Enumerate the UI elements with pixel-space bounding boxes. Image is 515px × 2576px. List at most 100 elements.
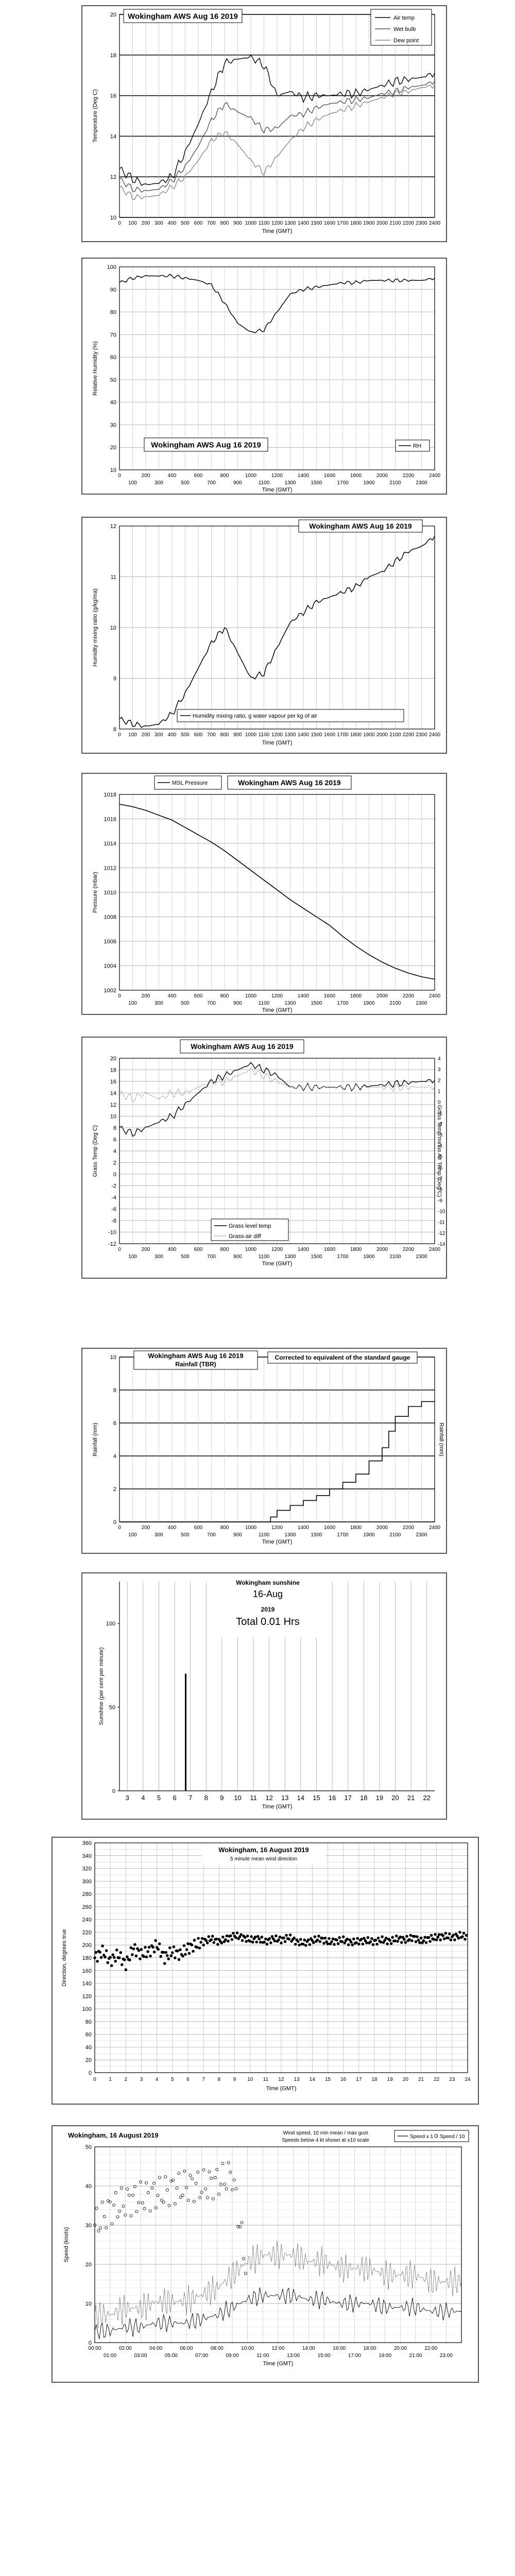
x-tick-label: 100: [128, 221, 137, 226]
x-tick-label: 19: [376, 1794, 383, 1802]
y-tick-label-right: -10: [438, 1209, 445, 1214]
x-tick-label: 1800: [350, 993, 362, 999]
speed-div10-point: [171, 2178, 175, 2182]
x-tick-label: 1800: [350, 732, 362, 738]
series-line-rainfall: [119, 1401, 435, 1522]
direction-point: [177, 1958, 181, 1961]
x-tick-label: 1900: [363, 480, 375, 486]
legend-label: MSL Pressure: [172, 780, 208, 786]
speed-div10-point: [114, 2191, 117, 2194]
speed-div10-point: [139, 2180, 142, 2184]
speed-div10-point: [238, 2225, 242, 2229]
y-tick-label: -2: [111, 1183, 116, 1190]
y-tick-label: 100: [82, 2006, 92, 2012]
y-axis-label: Humidity mixing ratio (g/kg/ma): [92, 588, 98, 667]
y-tick-label-right: 3: [438, 1067, 441, 1073]
y-tick-label-right: -1: [438, 1111, 442, 1116]
direction-point: [270, 1935, 274, 1938]
series-line-grass-level-temp: [119, 1062, 435, 1137]
direction-point: [393, 1939, 397, 1943]
x-tick-label: 17: [344, 1794, 351, 1802]
x-tick-label: 22: [423, 1794, 430, 1802]
chart-title-box: [227, 775, 352, 790]
x-tick-label: 1300: [284, 1532, 296, 1538]
direction-point: [169, 1954, 173, 1957]
x-tick-label: 1: [109, 2077, 112, 2082]
direction-point: [234, 1936, 237, 1939]
y-tick-label: 100: [107, 264, 116, 270]
x-tick-label: 2100: [389, 732, 401, 738]
direction-point: [215, 1937, 218, 1941]
direction-point: [328, 1937, 331, 1940]
x-tick-label: 00:00: [88, 2346, 101, 2351]
direction-point: [133, 1943, 136, 1946]
direction-point: [452, 1934, 455, 1937]
direction-point: [356, 1937, 359, 1940]
y-tick-label: 40: [110, 400, 116, 406]
x-tick-label: 500: [181, 1532, 190, 1538]
direction-point: [410, 1939, 414, 1942]
x-tick-label: 700: [207, 221, 216, 226]
speed-div10-point: [95, 2207, 98, 2210]
y-tick-label: 0: [113, 1172, 116, 1178]
x-tick-label: 1100: [259, 221, 270, 226]
speed-div10-point: [126, 2187, 129, 2191]
x-tick-label: 700: [207, 480, 216, 486]
direction-point: [457, 1937, 460, 1940]
direction-point: [331, 1937, 335, 1941]
direction-point: [232, 1931, 235, 1935]
x-tick-label: 900: [233, 1254, 242, 1260]
x-tick-label: 200: [142, 473, 150, 479]
x-tick-label: 1800: [350, 221, 362, 226]
x-tick-label: 0: [118, 1247, 121, 1252]
x-tick-label: 18: [360, 1794, 367, 1802]
chart-year: 2019: [261, 1606, 275, 1613]
x-tick-label: 600: [194, 732, 203, 738]
x-tick-label: 21: [407, 1794, 415, 1802]
direction-point: [250, 1935, 253, 1938]
sunshine-chart: 0 50 100 3 4 5 6 7 8 9 10 11 12 13 14 15 16 17 18 19 20 21 22 W…: [98, 1577, 435, 1810]
x-tick-label: 2100: [389, 1532, 401, 1538]
x-tick-label: 19:00: [379, 2353, 391, 2359]
y-tick-label: 260: [82, 1904, 92, 1910]
speed-div10-point: [179, 2195, 182, 2199]
direction-point: [205, 1941, 209, 1944]
direction-point: [379, 1940, 383, 1944]
x-tick-label: 16:00: [333, 2346, 346, 2351]
x-tick-label: 24: [465, 2077, 471, 2082]
y-tick-label-right: 2: [438, 1078, 441, 1083]
x-tick-label: 08:00: [211, 2346, 224, 2351]
x-axis-label: Time (GMT): [262, 1261, 293, 1267]
direction-point: [197, 1937, 200, 1940]
series-line-wet-bulb: [119, 81, 435, 193]
chart-subtitle: Wind speed, 10 min mean / max gust: [283, 2130, 368, 2136]
x-tick-label: 1400: [298, 993, 310, 999]
y-tick-label-right: -6: [438, 1165, 442, 1171]
x-tick-label: 2300: [416, 1254, 427, 1260]
x-tick-label: 1200: [271, 993, 283, 999]
y-tick-label: 12: [110, 1102, 116, 1108]
x-tick-label: 03:00: [134, 2353, 147, 2359]
direction-point: [163, 1962, 166, 1965]
x-tick-label: 800: [220, 1525, 229, 1531]
x-tick-label: 8: [204, 1794, 208, 1802]
x-tick-label: 600: [194, 1525, 203, 1531]
y-tick-label: 20: [110, 12, 116, 18]
x-tick-label: 2200: [403, 1247, 415, 1252]
direction-point: [258, 1937, 261, 1941]
chart-title-box: [123, 9, 243, 23]
chart-title: Wokingham AWS Aug 16 2019: [151, 441, 261, 450]
temperature-chart-panel: 10 12 14 16 18 20 0 100 200 300 400 500 600 700 800 900…: [81, 5, 447, 242]
direction-point: [322, 1942, 325, 1945]
x-tick-label: 1300: [284, 1254, 296, 1260]
y-tick-label: -4: [111, 1195, 116, 1201]
y-tick-label: 10: [110, 1354, 116, 1361]
speed-div10-point: [129, 2214, 133, 2217]
direction-point: [421, 1941, 424, 1944]
direction-point: [388, 1939, 391, 1942]
direction-point: [114, 1959, 117, 1963]
y-tick-label-right: -3: [438, 1132, 442, 1138]
speed-div10-point: [181, 2194, 184, 2197]
x-axis-label: Time (GMT): [262, 1539, 293, 1545]
y-tick-label: 2: [113, 1486, 116, 1493]
